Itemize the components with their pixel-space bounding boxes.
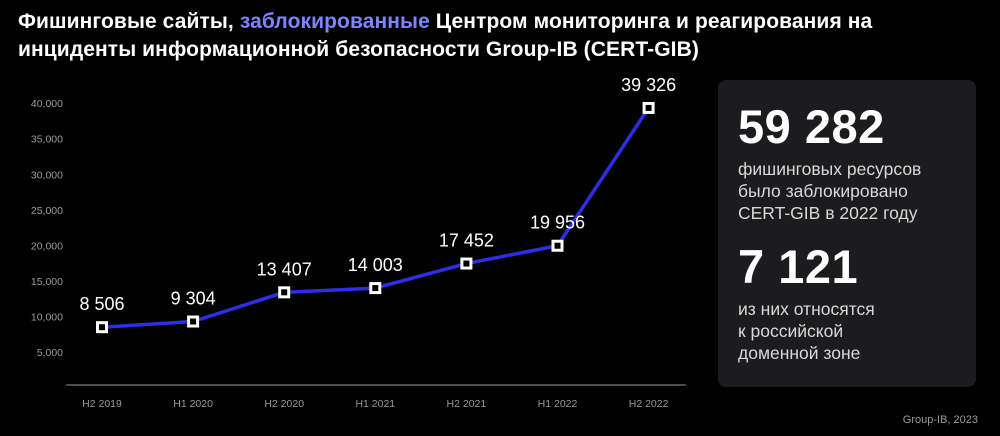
russian-zone-value: 7 121 [738,240,859,293]
y-tick-label: 15,000 [31,276,63,288]
data-label: 8 506 [79,294,124,314]
data-point-center [99,324,105,331]
x-axis: H2 2019 H1 2020 H2 2020 H1 2021 H2 2021 H1 20… [82,398,668,410]
x-tick-label: H1 2022 [538,398,578,410]
data-point-center [372,285,379,292]
y-tick-label: 25,000 [31,205,63,217]
data-points [96,101,655,334]
x-tick-label: H2 2022 [629,398,669,410]
data-point-center [645,104,652,111]
title-part-1: Фишинговые сайты, [18,10,240,33]
y-tick-label: 40,000 [31,98,63,110]
stats-panel: 59 282 фишинговых ресурсов было заблокир… [718,80,976,387]
title-highlight: заблокированные [239,10,430,33]
total-blocked-description: фишинговых ресурсов было заблокировано C… [738,159,922,223]
data-label: 9 304 [171,289,216,309]
y-axis: 5,000 10,000 15,000 20,000 25,000 30,000 35,00… [31,98,63,359]
data-label: 39 326 [621,75,676,95]
total-blocked-value: 59 282 [738,100,885,153]
source-note: Group-IB, 2023 [902,414,978,426]
x-tick-label: H2 2020 [264,398,304,410]
russian-zone-description: из них относятся к российской доменной з… [738,299,875,363]
y-tick-label: 10,000 [31,312,63,324]
x-tick-label: H1 2020 [173,398,213,410]
data-label: 14 003 [348,255,403,275]
y-tick-label: 20,000 [31,240,63,252]
y-tick-label: 30,000 [31,169,63,181]
data-labels: 8 506 9 304 13 407 14 003 17 452 19 956 39 326 [79,75,676,314]
data-point-center [463,260,470,267]
y-tick-label: 5,000 [37,347,63,359]
y-tick-label: 35,000 [31,134,63,146]
x-tick-label: H1 2021 [355,398,395,410]
line-chart: 5,000 10,000 15,000 20,000 25,000 30,000 35,00… [31,75,686,410]
data-label: 13 407 [257,259,312,279]
data-point-center [281,289,288,296]
chart-title: Фишинговые сайты, заблокированные Центро… [18,8,918,64]
data-label: 19 956 [530,213,585,233]
data-point-center [190,318,197,325]
data-point-center [554,242,561,249]
x-tick-label: H2 2021 [447,398,487,410]
x-tick-label: H2 2019 [82,398,122,410]
title-part-2: Центром мониторинга и реагирования на ин… [18,10,873,61]
data-label: 17 452 [439,231,494,251]
